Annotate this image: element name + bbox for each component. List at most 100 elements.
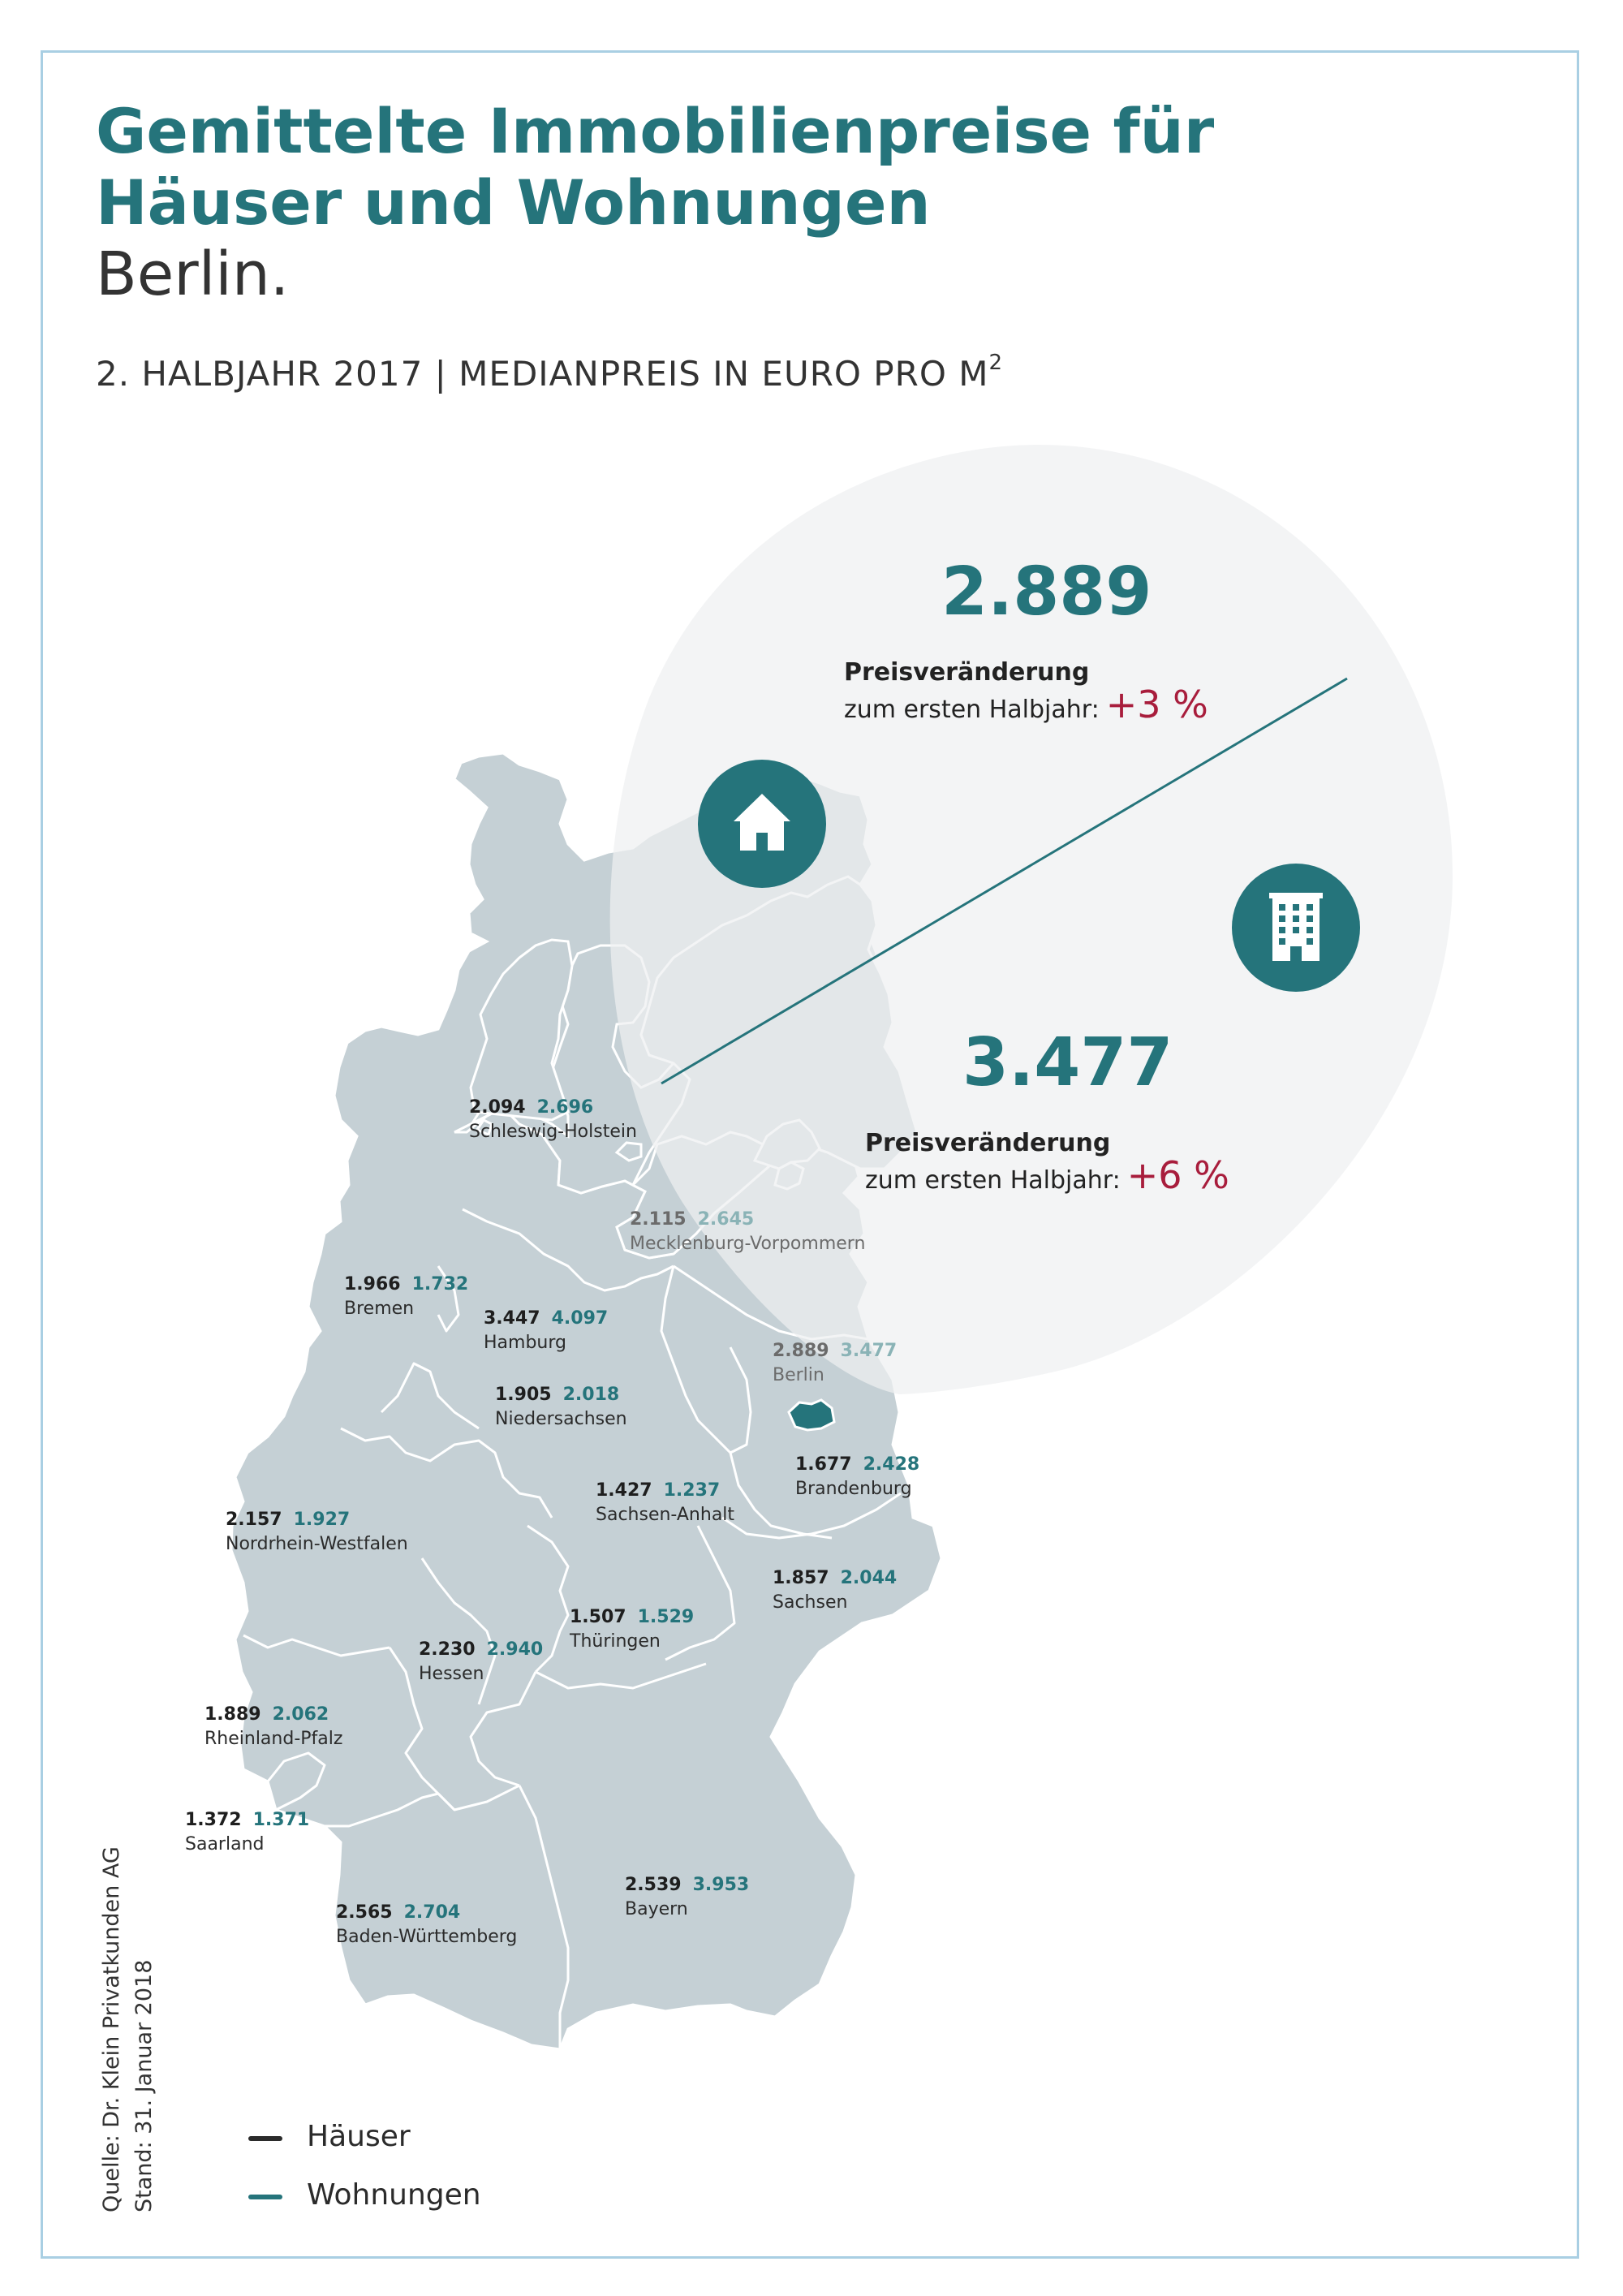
region-name: Thüringen: [570, 1631, 661, 1652]
callout-divider-line: [661, 677, 1348, 1085]
houses-price: 2.094: [469, 1097, 526, 1118]
apartments-price: 2.062: [272, 1704, 329, 1725]
houses-change-sub: zum ersten Halbjahr:: [844, 696, 1100, 724]
houses-change-pct: +3 %: [1105, 683, 1208, 726]
apartments-price: 1.371: [252, 1810, 310, 1830]
apartment-building-icon: [1232, 864, 1360, 992]
legend-label-houses: Häuser: [307, 2120, 411, 2153]
border-sl-rp: [266, 1751, 326, 1811]
border-rp-he: [388, 1647, 440, 1795]
border-bw-he: [437, 1784, 520, 1811]
apartments-change-sub-row: zum ersten Halbjahr: +6 %: [865, 1157, 1229, 1197]
houses-price: 1.372: [185, 1810, 242, 1830]
subtitle-superscript: 2: [988, 351, 1004, 375]
house-icon-graphic: [734, 794, 790, 851]
houses-change: Preisveränderung zum ersten Halbjahr: +3 …: [844, 657, 1208, 726]
region-label-schleswig-holstein: 2.094 2.696 Schleswig-Holstein: [469, 1096, 637, 1144]
border-bb-sn: [721, 1492, 902, 1540]
source-note: Quelle: Dr. Klein Privatkunden AG Stand:…: [96, 1846, 161, 2212]
apartments-change-pct: +6 %: [1126, 1153, 1229, 1197]
subtitle: 2. HALBJAHR 2017 | MEDIANPREIS IN EURO P…: [96, 341, 1003, 396]
apartments-price: 3.953: [692, 1875, 750, 1895]
houses-price: 2.115: [630, 1209, 687, 1230]
region-name: Bremen: [344, 1299, 415, 1319]
border-he-th: [527, 1524, 570, 1674]
border-bw-by: [518, 1785, 570, 2049]
houses-price: 1.427: [596, 1480, 652, 1501]
houses-price: 2.230: [419, 1639, 476, 1660]
legend-label-apartments: Wohnungen: [307, 2178, 481, 2212]
border-he-by: [469, 1671, 537, 1787]
region-label-nordrhein-westfalen: 2.157 1.927 Nordrhein-Westfalen: [226, 1508, 408, 1557]
sylt-island-shape: [475, 1118, 493, 1137]
region-label-baden-wuerttemberg: 2.565 2.704 Baden-Württemberg: [336, 1901, 517, 1949]
region-name: Schleswig-Holstein: [469, 1122, 637, 1142]
border-th-by: [535, 1662, 707, 1690]
title-line-1: Gemittelte Immobilienpreise für: [96, 95, 1215, 167]
apartments-price: 1.927: [293, 1510, 351, 1530]
border-sat-bb: [729, 1346, 833, 1540]
subtitle-text: 2. HALBJAHR 2017 | MEDIANPREIS IN EURO P…: [96, 354, 989, 394]
page-title: Gemittelte Immobilienpreise für Häuser u…: [96, 96, 1394, 239]
apartments-price: 2.940: [486, 1639, 544, 1660]
region-name: Nordrhein-Westfalen: [226, 1534, 408, 1554]
houses-price: 2.565: [336, 1902, 393, 1923]
region-name: Bayern: [625, 1899, 688, 1919]
border-hb-nds: [437, 1265, 460, 1333]
houses-price: 2.889: [773, 1341, 829, 1361]
region-label-hamburg: 3.447 4.097 Hamburg: [484, 1307, 608, 1355]
title-line-2: Häuser und Wohnungen: [96, 166, 931, 239]
apartments-price: 1.529: [637, 1607, 695, 1627]
houses-price: 2.539: [625, 1875, 682, 1895]
apartments-price: 2.704: [403, 1902, 461, 1923]
region-label-niedersachsen: 1.905 2.018 Niedersachsen: [495, 1383, 627, 1432]
apartments-change: Preisveränderung zum ersten Halbjahr: +6 …: [865, 1128, 1229, 1197]
houses-price: 2.157: [226, 1510, 282, 1530]
region-label-hessen: 2.230 2.940 Hessen: [419, 1638, 543, 1686]
source-line-2: Stand: 31. Januar 2018: [131, 1959, 157, 2212]
border-th-sn: [665, 1525, 736, 1661]
legend-swatch-apartments: [248, 2195, 282, 2199]
border-sh-nds: [462, 1208, 674, 1292]
region-name: Saarland: [185, 1834, 265, 1854]
border-nds-west: [380, 1362, 480, 1430]
region-label-thueringen: 1.507 1.529 Thüringen: [570, 1605, 694, 1654]
fehmarn-island-shape: [614, 1141, 643, 1162]
region-name: Rheinland-Pfalz: [204, 1729, 343, 1749]
houses-price: 1.677: [795, 1454, 852, 1475]
region-name: Niedersachsen: [495, 1409, 627, 1429]
apartments-price: 2.044: [840, 1568, 898, 1588]
region-label-brandenburg: 1.677 2.428 Brandenburg: [795, 1453, 919, 1501]
apartments-change-sub: zum ersten Halbjahr:: [865, 1166, 1121, 1195]
region-name: Baden-Württemberg: [336, 1927, 518, 1947]
houses-price: 1.507: [570, 1607, 626, 1627]
legend-swatch-houses: [248, 2136, 282, 2141]
region-label-saarland: 1.372 1.371 Saarland: [185, 1808, 309, 1857]
apartments-price: 2.696: [536, 1097, 594, 1118]
apartment-building-icon-graphic: [1269, 893, 1323, 961]
source-line-1: Quelle: Dr. Klein Privatkunden AG: [99, 1846, 124, 2212]
apartments-price: 1.732: [411, 1274, 469, 1294]
houses-price: 1.889: [204, 1704, 261, 1725]
region-name: Hamburg: [484, 1333, 566, 1353]
region-name: Mecklenburg-Vorpommern: [630, 1234, 866, 1254]
border-nrw-he: [420, 1557, 497, 1705]
region-label-berlin: 2.889 3.477 Berlin: [773, 1339, 897, 1388]
apartments-change-label: Preisveränderung: [865, 1129, 1111, 1157]
region-label-rheinland-pfalz: 1.889 2.062 Rheinland-Pfalz: [204, 1703, 342, 1751]
apartments-price: 1.237: [663, 1480, 721, 1501]
houses-price: 1.966: [344, 1274, 401, 1294]
berlin-shape: [787, 1398, 836, 1432]
border-nds-sat: [660, 1265, 732, 1454]
apartments-price: 2.018: [562, 1385, 620, 1405]
apartments-value: 3.477: [962, 1024, 1173, 1101]
houses-change-label: Preisveränderung: [844, 658, 1090, 687]
page-frame: [41, 50, 1579, 2259]
city-name: Berlin.: [96, 239, 290, 309]
berlin-callout-bubble: [609, 445, 1453, 1394]
region-label-bayern: 2.539 3.953 Bayern: [625, 1873, 749, 1922]
apartments-price: 2.645: [697, 1209, 755, 1230]
region-label-sachsen: 1.857 2.044 Sachsen: [773, 1566, 897, 1615]
houses-price: 1.857: [773, 1568, 829, 1588]
